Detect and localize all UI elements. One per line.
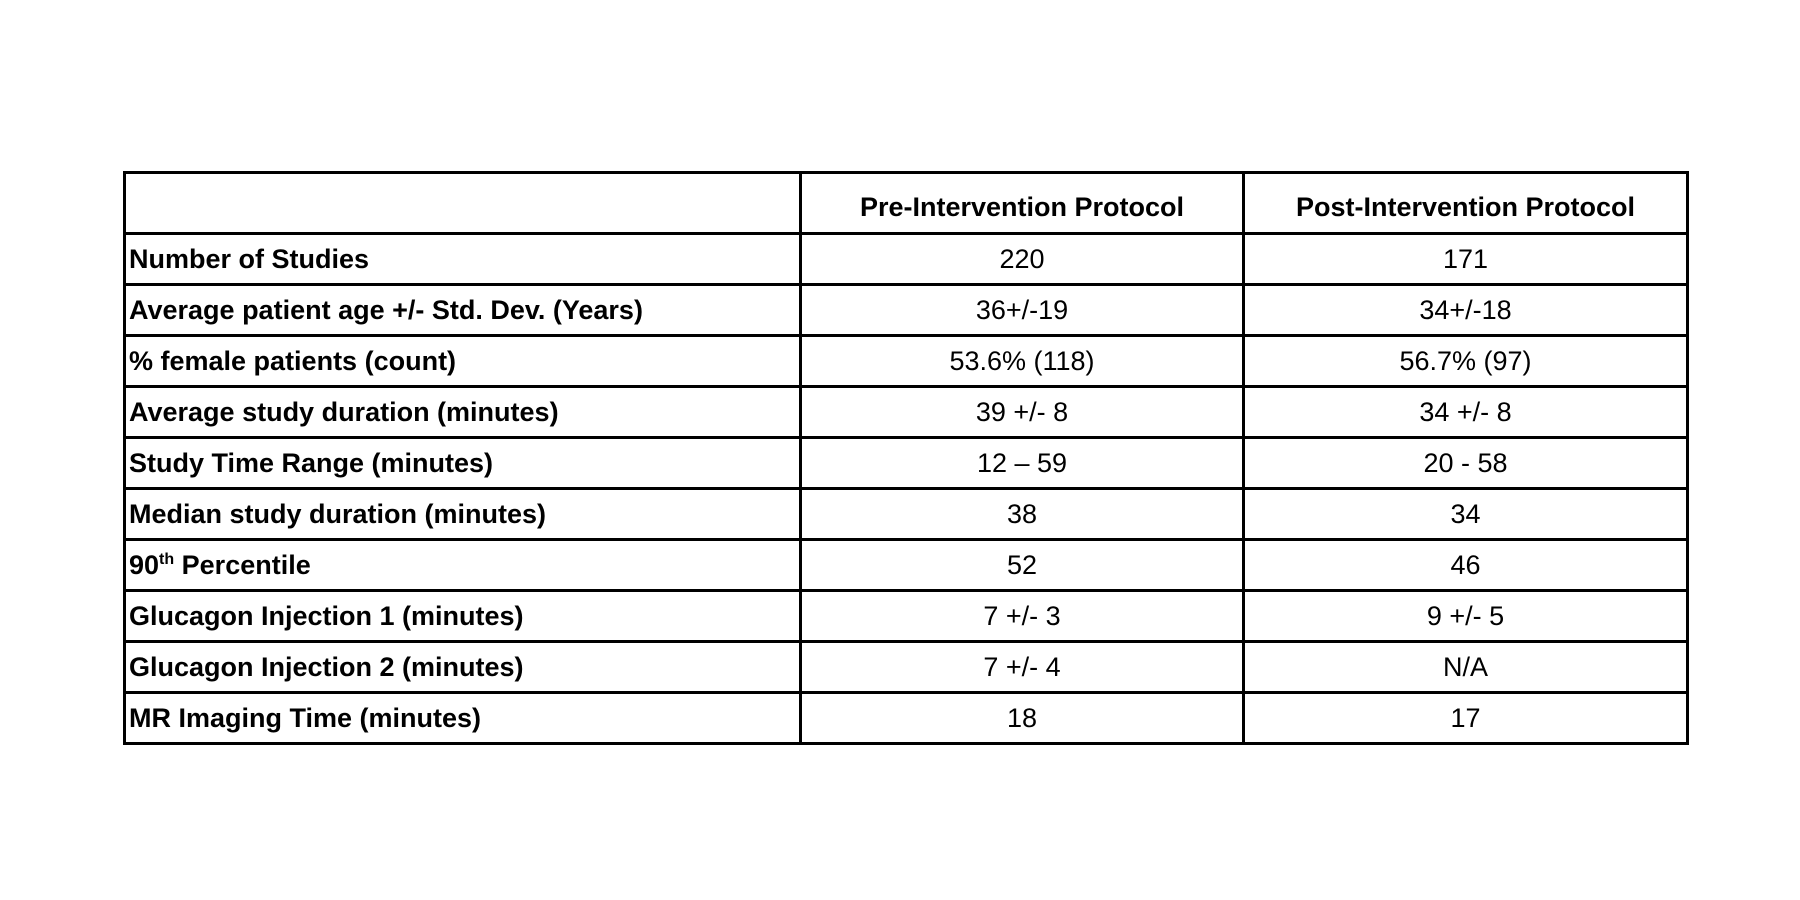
table-row: Median study duration (minutes) 38 34 bbox=[123, 487, 1689, 541]
post-value: 34 +/- 8 bbox=[1242, 385, 1689, 439]
row-label: Glucagon Injection 1 (minutes) bbox=[123, 589, 802, 643]
row-label: Median study duration (minutes) bbox=[123, 487, 802, 541]
row-label-number: 90 bbox=[129, 549, 160, 580]
table-row: 90th Percentile 52 46 bbox=[123, 538, 1689, 592]
header-row: Pre-Intervention Protocol Post-Intervent… bbox=[123, 171, 1689, 235]
post-value: 34 bbox=[1242, 487, 1689, 541]
row-label: Glucagon Injection 2 (minutes) bbox=[123, 640, 802, 694]
pre-value: 12 – 59 bbox=[799, 436, 1245, 490]
table-row: Number of Studies 220 171 bbox=[123, 232, 1689, 286]
row-label: Average patient age +/- Std. Dev. (Years… bbox=[123, 283, 802, 337]
row-label: MR Imaging Time (minutes) bbox=[123, 691, 802, 745]
pre-value: 18 bbox=[799, 691, 1245, 745]
pre-value: 52 bbox=[799, 538, 1245, 592]
row-label-superscript: th bbox=[159, 550, 175, 568]
header-pre-intervention: Pre-Intervention Protocol bbox=[799, 171, 1245, 235]
table-row: Average study duration (minutes) 39 +/- 8… bbox=[123, 385, 1689, 439]
study-comparison-table: Pre-Intervention Protocol Post-Intervent… bbox=[123, 171, 1689, 745]
row-label: Number of Studies bbox=[123, 232, 802, 286]
row-label: Average study duration (minutes) bbox=[123, 385, 802, 439]
row-label: % female patients (count) bbox=[123, 334, 802, 388]
table-row: MR Imaging Time (minutes) 18 17 bbox=[123, 691, 1689, 745]
header-empty bbox=[123, 171, 802, 235]
post-value: 46 bbox=[1242, 538, 1689, 592]
post-value: 56.7% (97) bbox=[1242, 334, 1689, 388]
post-value: 171 bbox=[1242, 232, 1689, 286]
table-row: Study Time Range (minutes) 12 – 59 20 - 58 bbox=[123, 436, 1689, 490]
row-label-rest: Percentile bbox=[174, 549, 311, 580]
pre-value: 7 +/- 3 bbox=[799, 589, 1245, 643]
row-label: Study Time Range (minutes) bbox=[123, 436, 802, 490]
table-row: Average patient age +/- Std. Dev. (Years… bbox=[123, 283, 1689, 337]
pre-value: 220 bbox=[799, 232, 1245, 286]
pre-value: 39 +/- 8 bbox=[799, 385, 1245, 439]
pre-value: 38 bbox=[799, 487, 1245, 541]
table-row: % female patients (count) 53.6% (118) 56.7… bbox=[123, 334, 1689, 388]
post-value: 9 +/- 5 bbox=[1242, 589, 1689, 643]
post-value: 34+/-18 bbox=[1242, 283, 1689, 337]
table-row: Glucagon Injection 2 (minutes) 7 +/- 4 N/A bbox=[123, 640, 1689, 694]
row-label: 90th Percentile bbox=[123, 538, 802, 592]
post-value: 20 - 58 bbox=[1242, 436, 1689, 490]
post-value: N/A bbox=[1242, 640, 1689, 694]
header-post-intervention: Post-Intervention Protocol bbox=[1242, 171, 1689, 235]
pre-value: 7 +/- 4 bbox=[799, 640, 1245, 694]
post-value: 17 bbox=[1242, 691, 1689, 745]
pre-value: 36+/-19 bbox=[799, 283, 1245, 337]
pre-value: 53.6% (118) bbox=[799, 334, 1245, 388]
